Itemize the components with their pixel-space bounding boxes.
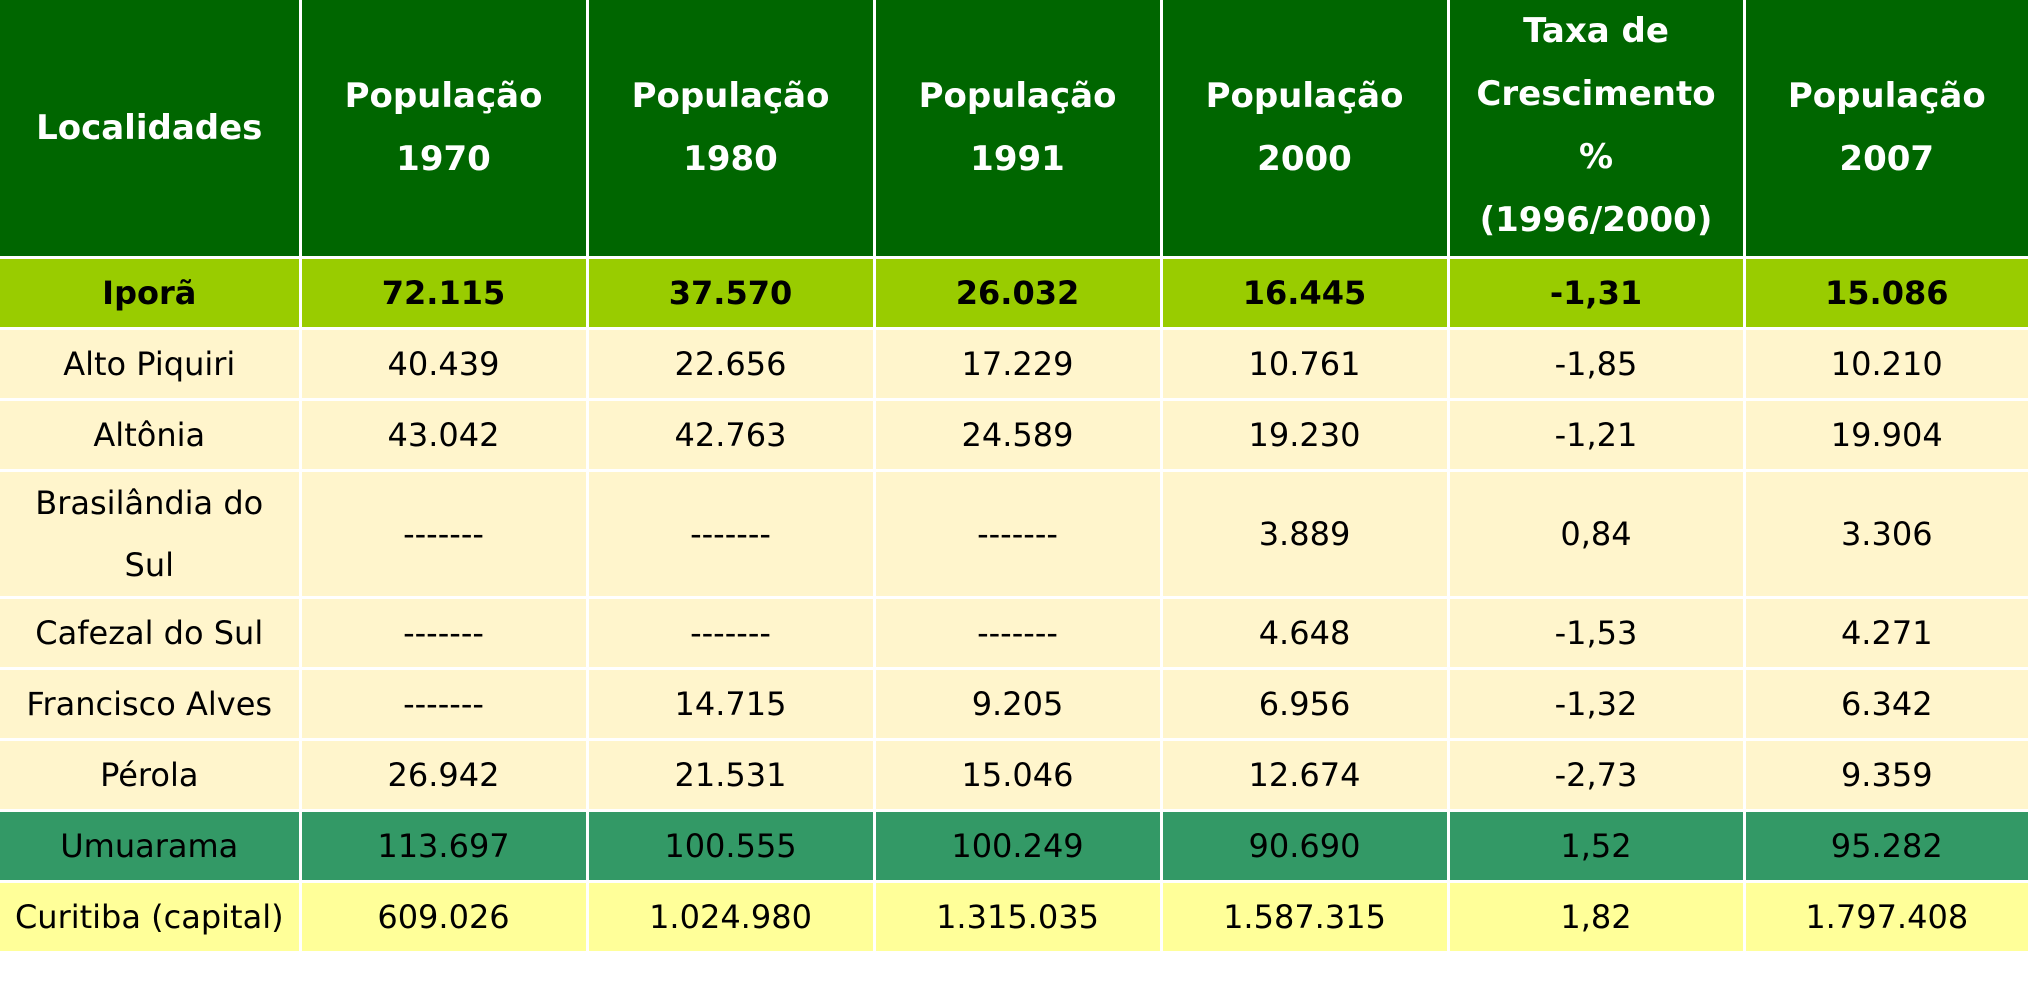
header-line: 2007 — [1839, 139, 1935, 179]
header-populacao-2000: População 2000 — [1161, 0, 1450, 259]
cell-locality: Francisco Alves — [0, 668, 302, 741]
cell-value: ------- — [300, 470, 589, 599]
cell-value: -2,73 — [1448, 739, 1746, 812]
cell-locality: Pérola — [0, 739, 302, 812]
table-row-alto-piquiri: Alto Piquiri 40.439 22.656 17.229 10.761… — [0, 328, 2028, 401]
cell-value: 1.315.035 — [874, 881, 1163, 954]
cell-value: 22.656 — [587, 328, 876, 401]
cell-value: 4.648 — [1161, 597, 1450, 670]
cell-value: 19.904 — [1744, 399, 2028, 472]
cell-value: -1,53 — [1448, 597, 1746, 670]
cell-value: 1.797.408 — [1744, 881, 2028, 954]
cell-value: ------- — [587, 597, 876, 670]
cell-locality: Alto Piquiri — [0, 328, 302, 401]
table-row-umuarama: Umuarama 113.697 100.555 100.249 90.690 … — [0, 810, 2028, 883]
cell-value: 609.026 — [300, 881, 589, 954]
cell-value: 26.942 — [300, 739, 589, 812]
cell-value: 95.282 — [1744, 810, 2028, 883]
cell-value: 12.674 — [1161, 739, 1450, 812]
cell-locality: Curitiba (capital) — [0, 881, 302, 954]
cell-value: 4.271 — [1744, 597, 2028, 670]
header-line: (1996/2000) — [1479, 200, 1713, 240]
cell-value: ------- — [300, 597, 589, 670]
cell-value: -1,85 — [1448, 328, 1746, 401]
header-line: Crescimento — [1476, 74, 1716, 114]
header-line: Taxa de — [1523, 11, 1669, 51]
cell-locality: Umuarama — [0, 810, 302, 883]
cell-value: 24.589 — [874, 399, 1163, 472]
cell-value: 1.587.315 — [1161, 881, 1450, 954]
cell-locality: Brasilândia do Sul — [0, 470, 302, 599]
cell-value: 6.956 — [1161, 668, 1450, 741]
cell-value: 43.042 — [300, 399, 589, 472]
cell-value: ------- — [874, 470, 1163, 599]
cell-locality: Altônia — [0, 399, 302, 472]
cell-value: 16.445 — [1161, 257, 1450, 330]
cell-value: 17.229 — [874, 328, 1163, 401]
cell-value: 113.697 — [300, 810, 589, 883]
cell-value: 72.115 — [300, 257, 589, 330]
header-localidades: Localidades — [0, 0, 302, 259]
table-row-brasilandia-do-sul: Brasilândia do Sul ------- ------- -----… — [0, 470, 2028, 599]
cell-value: 15.086 — [1744, 257, 2028, 330]
table-row-curitiba: Curitiba (capital) 609.026 1.024.980 1.3… — [0, 881, 2028, 954]
cell-value: 9.205 — [874, 668, 1163, 741]
cell-value: 42.763 — [587, 399, 876, 472]
cell-value: 90.690 — [1161, 810, 1450, 883]
header-line: 1980 — [683, 139, 778, 179]
header-line: População — [631, 76, 830, 116]
header-line: População — [344, 76, 543, 116]
header-line: 1970 — [396, 139, 491, 179]
cell-value: 19.230 — [1161, 399, 1450, 472]
cell-value: 3.306 — [1744, 470, 2028, 599]
header-populacao-1991: População 1991 — [874, 0, 1163, 259]
cell-value: 100.249 — [874, 810, 1163, 883]
cell-value: 26.032 — [874, 257, 1163, 330]
cell-value: ------- — [587, 470, 876, 599]
cell-value: 100.555 — [587, 810, 876, 883]
header-line: % — [1578, 137, 1614, 177]
table-row-perola: Pérola 26.942 21.531 15.046 12.674 -2,73… — [0, 739, 2028, 812]
locality-line: Sul — [124, 546, 174, 584]
cell-value: -1,31 — [1448, 257, 1746, 330]
locality-line: Brasilândia do — [35, 484, 264, 522]
population-table: Localidades População 1970 População 198… — [0, 0, 2028, 954]
header-populacao-1980: População 1980 — [587, 0, 876, 259]
cell-value: ------- — [874, 597, 1163, 670]
header-line: 1991 — [970, 139, 1065, 179]
cell-value: -1,32 — [1448, 668, 1746, 741]
cell-value: 1,82 — [1448, 881, 1746, 954]
cell-value: 9.359 — [1744, 739, 2028, 812]
header-line: População — [1787, 76, 1986, 116]
header-line: População — [918, 76, 1117, 116]
header-row: Localidades População 1970 População 198… — [0, 0, 2028, 259]
cell-locality: Iporã — [0, 257, 302, 330]
cell-value: 21.531 — [587, 739, 876, 812]
header-populacao-1970: População 1970 — [300, 0, 589, 259]
cell-value: 1.024.980 — [587, 881, 876, 954]
cell-value: 37.570 — [587, 257, 876, 330]
cell-value: 3.889 — [1161, 470, 1450, 599]
header-line: População — [1205, 76, 1404, 116]
cell-value: 10.210 — [1744, 328, 2028, 401]
table-row-cafezal-do-sul: Cafezal do Sul ------- ------- ------- 4… — [0, 597, 2028, 670]
cell-value: 40.439 — [300, 328, 589, 401]
header-populacao-2007: População 2007 — [1744, 0, 2028, 259]
cell-value: 1,52 — [1448, 810, 1746, 883]
header-line: 2000 — [1257, 139, 1352, 179]
header-taxa-crescimento: Taxa de Crescimento % (1996/2000) — [1448, 0, 1746, 259]
table-row-ipora: Iporã 72.115 37.570 26.032 16.445 -1,31 … — [0, 257, 2028, 330]
cell-value: 0,84 — [1448, 470, 1746, 599]
cell-value: -1,21 — [1448, 399, 1746, 472]
cell-value: 14.715 — [587, 668, 876, 741]
table-row-francisco-alves: Francisco Alves ------- 14.715 9.205 6.9… — [0, 668, 2028, 741]
cell-value: 15.046 — [874, 739, 1163, 812]
cell-value: ------- — [300, 668, 589, 741]
cell-locality: Cafezal do Sul — [0, 597, 302, 670]
header-line: Localidades — [36, 107, 263, 148]
cell-value: 10.761 — [1161, 328, 1450, 401]
table-row-altonia: Altônia 43.042 42.763 24.589 19.230 -1,2… — [0, 399, 2028, 472]
cell-value: 6.342 — [1744, 668, 2028, 741]
